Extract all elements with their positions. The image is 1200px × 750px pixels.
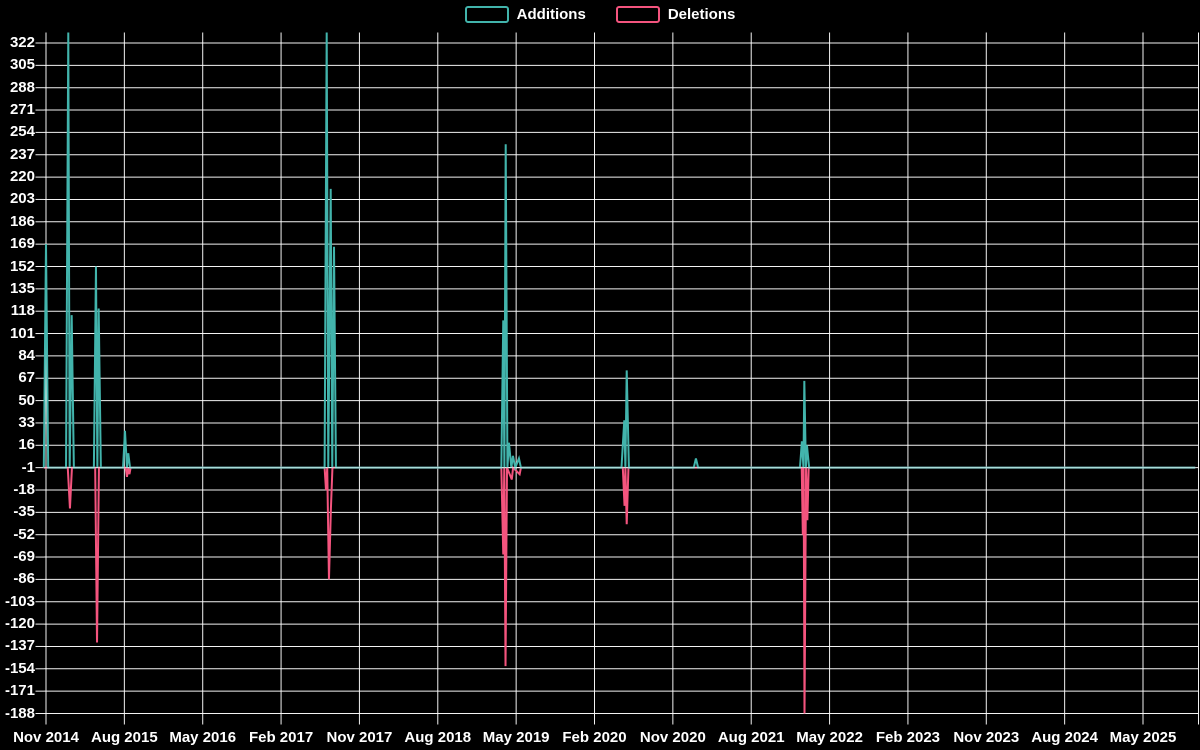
x-axis-label: Feb 2023 <box>875 729 941 746</box>
y-axis-label: -103 <box>4 592 35 610</box>
y-axis-label: 220 <box>9 168 35 186</box>
y-axis-label: -18 <box>13 481 35 498</box>
y-axis-label: -52 <box>13 525 35 543</box>
y-axis-label: 50 <box>18 391 35 409</box>
y-axis-label: 84 <box>18 346 35 364</box>
x-axis-label: May 2022 <box>796 729 863 746</box>
x-axis-label: Aug 2024 <box>1031 729 1098 746</box>
x-axis-label: Nov 2014 <box>13 729 79 746</box>
y-axis-label: 169 <box>9 235 35 253</box>
y-axis-label: 271 <box>9 101 35 119</box>
y-axis-label: 16 <box>18 436 35 454</box>
additions-line <box>42 32 1196 472</box>
deletions-line <box>43 465 1196 714</box>
deletions-swatch-icon <box>615 6 660 23</box>
x-axis-label: Nov 2023 <box>953 729 1020 746</box>
y-axis-label: -171 <box>4 682 35 700</box>
y-axis-label: 288 <box>9 78 35 96</box>
y-axis-label: 254 <box>9 123 35 141</box>
x-axis-label: May 2025 <box>1109 729 1177 746</box>
y-axis-label: -154 <box>4 659 35 677</box>
y-axis-label: -188 <box>4 704 35 722</box>
x-axis-label: May 2019 <box>482 729 550 746</box>
x-axis-label: Aug 2021 <box>717 729 785 746</box>
y-axis-label: -120 <box>4 615 35 633</box>
y-axis-label: 203 <box>9 190 35 208</box>
chart-legend: Additions Deletions <box>0 6 1200 23</box>
y-axis-label: 237 <box>9 145 35 163</box>
x-axis-label: Feb 2017 <box>248 729 314 746</box>
x-axis-label: Nov 2017 <box>326 729 393 746</box>
x-axis-label: Aug 2015 <box>90 729 158 746</box>
y-axis-label: 305 <box>9 56 35 74</box>
y-axis-label: -69 <box>13 548 35 566</box>
x-axis-label: Nov 2020 <box>639 729 706 746</box>
y-axis-label: 101 <box>9 324 35 342</box>
y-axis-label: -1 <box>21 458 35 476</box>
y-axis-label: 67 <box>18 369 35 387</box>
additions-swatch-icon <box>464 6 509 23</box>
y-axis-label: 322 <box>9 34 35 51</box>
legend-item-deletions[interactable]: Deletions <box>615 6 736 23</box>
legend-item-additions[interactable]: Additions <box>464 6 586 23</box>
y-axis-label: 186 <box>9 212 35 230</box>
y-axis-label: -137 <box>4 637 35 655</box>
x-axis-label: May 2016 <box>169 729 237 746</box>
y-axis-label: 152 <box>9 257 35 275</box>
y-axis-label: 33 <box>18 413 35 431</box>
legend-label-additions: Additions <box>516 6 586 23</box>
x-axis-label: Aug 2018 <box>404 729 472 746</box>
y-axis-label: -35 <box>13 503 35 521</box>
legend-label-deletions: Deletions <box>667 6 736 23</box>
y-axis-label: 118 <box>10 302 35 320</box>
x-axis-label: Feb 2020 <box>562 729 627 746</box>
y-axis-label: -86 <box>13 570 35 588</box>
y-axis-label: 135 <box>9 279 35 297</box>
